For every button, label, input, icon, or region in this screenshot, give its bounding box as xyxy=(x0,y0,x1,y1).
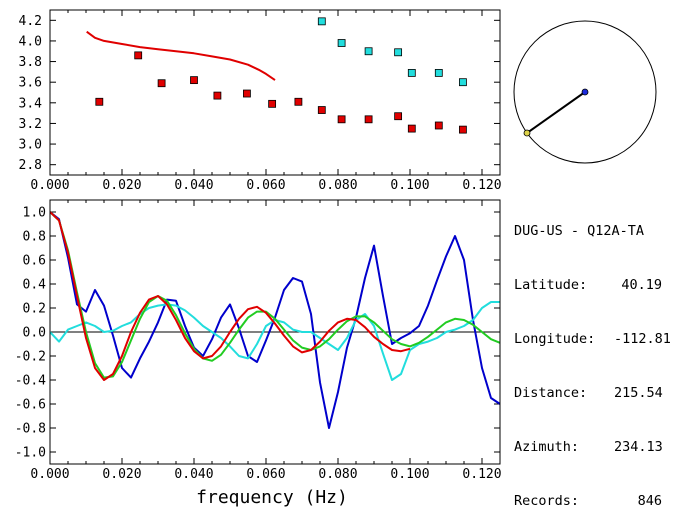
x-tick-label: 0.120 xyxy=(462,467,501,482)
y-tick-label: 3.6 xyxy=(19,76,42,91)
x-tick-label: 0.080 xyxy=(318,178,357,193)
info-value: 234.13 xyxy=(614,439,663,455)
y-tick-label: 3.8 xyxy=(19,55,42,70)
y-tick-label: 0.0 xyxy=(23,326,46,341)
x-tick-label: 0.120 xyxy=(462,178,501,193)
data-point xyxy=(434,69,443,77)
y-tick-label: -1.0 xyxy=(15,446,46,461)
data-point xyxy=(190,76,198,85)
data-point xyxy=(407,69,416,77)
info-value: 215.54 xyxy=(614,385,663,401)
station-title: DUG-US - Q12A-TA xyxy=(514,223,645,239)
azimuth-map xyxy=(513,20,657,164)
y-tick-label: -0.8 xyxy=(15,422,46,437)
lower-chart: 0.000 0.020 0.040 0.060 0.080 0.100 0.120 1.0 0.… xyxy=(15,199,502,482)
x-tick-label: 0.000 xyxy=(30,467,69,482)
data-point xyxy=(95,97,104,106)
data-point xyxy=(337,39,346,47)
info-value: 846 xyxy=(637,493,662,509)
data-point xyxy=(394,48,403,57)
x-tick-label: 0.040 xyxy=(174,467,213,482)
data-point xyxy=(394,112,403,121)
series-line-0 xyxy=(50,211,500,429)
info-row-records: Records: 846 xyxy=(514,492,694,510)
station-info-panel: DUG-US - Q12A-TA Latitude: 40.19 Longitud… xyxy=(514,186,694,528)
station-dot xyxy=(581,88,589,96)
plot-area xyxy=(50,211,500,429)
y-tick-label: 0.8 xyxy=(23,230,46,245)
y-tick-label: -0.2 xyxy=(15,350,46,365)
x-axis-title: frequency (Hz) xyxy=(196,487,348,508)
plot-area xyxy=(86,30,276,81)
plot-frame xyxy=(49,199,501,465)
data-point xyxy=(459,78,467,87)
azimuth-path xyxy=(526,91,586,134)
y-tick-label: 1.0 xyxy=(23,206,46,221)
x-tick-label: 0.020 xyxy=(102,467,141,482)
data-point xyxy=(364,115,373,124)
x-tick-label: 0.060 xyxy=(246,178,285,193)
x-tick-label: 0.100 xyxy=(390,178,429,193)
info-label: Records: xyxy=(514,493,580,509)
x-tick-label: 0.040 xyxy=(174,178,213,193)
info-label: Latitude: xyxy=(514,277,588,293)
info-row-longitude: Longitude: -112.81 xyxy=(514,330,694,348)
y-tick-label: 0.2 xyxy=(23,302,46,317)
series-line-3 xyxy=(50,211,411,381)
data-point xyxy=(317,17,326,26)
map-circle xyxy=(513,20,657,164)
y-tick-label: 3.4 xyxy=(19,96,43,111)
y-tick-label: 2.8 xyxy=(19,158,42,173)
data-point xyxy=(407,124,416,133)
info-label: Distance: xyxy=(514,385,588,401)
data-point xyxy=(317,106,326,114)
y-tick-label: 3.0 xyxy=(19,138,42,153)
upper-chart: 0.000 0.020 0.040 0.060 0.080 0.100 0.120 2.8 3.… xyxy=(19,9,502,193)
series-line-2 xyxy=(86,30,276,81)
x-tick-label: 0.000 xyxy=(30,178,69,193)
data-point xyxy=(364,47,373,56)
info-label: Longitude: xyxy=(514,331,596,347)
series-line-1 xyxy=(50,301,500,381)
data-point xyxy=(294,97,303,106)
x-tick-label: 0.060 xyxy=(246,467,285,482)
data-point xyxy=(268,99,277,108)
y-tick-label: -0.6 xyxy=(15,398,46,413)
info-label: Azimuth: xyxy=(514,439,580,455)
y-tick-label: 0.4 xyxy=(23,278,47,293)
info-row-azimuth: Azimuth: 234.13 xyxy=(514,438,694,456)
x-tick-label: 0.100 xyxy=(390,467,429,482)
data-point xyxy=(213,91,222,100)
y-tick-label: 0.6 xyxy=(23,254,46,269)
y-tick-label: 4.2 xyxy=(19,14,42,29)
data-point xyxy=(243,89,251,98)
info-value: 40.19 xyxy=(621,277,662,293)
info-value: -112.81 xyxy=(614,331,671,347)
data-point xyxy=(459,125,467,134)
y-tick-label: 4.0 xyxy=(19,34,42,49)
y-tick-label: 3.2 xyxy=(19,117,42,132)
data-point xyxy=(337,115,346,124)
plot-frame xyxy=(49,9,501,176)
source-dot xyxy=(523,129,531,137)
info-row-distance: Distance: 215.54 xyxy=(514,384,694,402)
data-point xyxy=(434,121,443,130)
info-row-latitude: Latitude: 40.19 xyxy=(514,276,694,294)
y-tick-label: -0.4 xyxy=(15,374,46,389)
x-tick-label: 0.020 xyxy=(102,178,141,193)
data-point xyxy=(134,51,143,60)
data-point xyxy=(157,79,166,88)
x-tick-label: 0.080 xyxy=(318,467,357,482)
